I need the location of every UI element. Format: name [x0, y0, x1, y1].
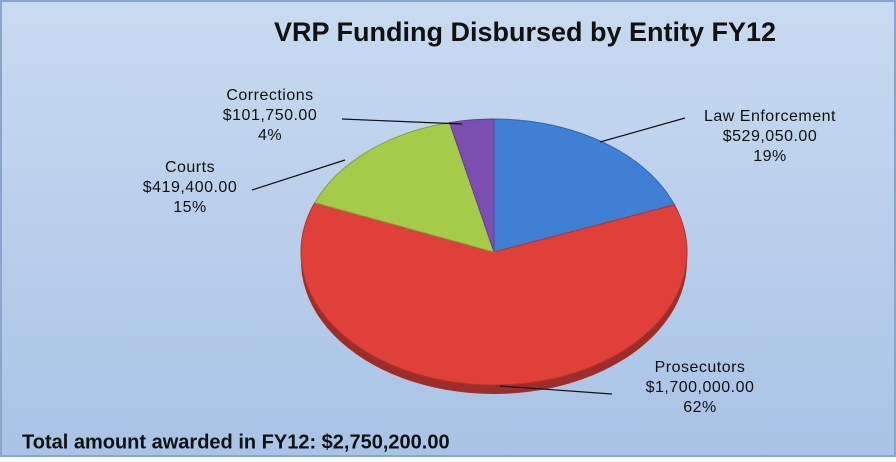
slice — [300, 202, 688, 386]
leader-line — [251, 159, 346, 191]
slice-percent: 62% — [683, 399, 717, 416]
slice-percent: 19% — [753, 148, 787, 165]
slice — [448, 118, 495, 253]
leader-line — [599, 117, 686, 143]
slice-label: Prosecutors — [655, 359, 746, 376]
chart-title: VRP Funding Disbursed by Entity FY12 — [274, 17, 776, 47]
slice-value: $101,750.00 — [223, 107, 317, 124]
slice-label: Law Enforcement — [704, 108, 836, 125]
slice-percent: 4% — [258, 127, 282, 144]
slice — [493, 118, 676, 253]
footer: Total amount awarded in FY12: $2,750,200… — [22, 431, 450, 453]
slice-percent: 15% — [173, 199, 207, 216]
slice-label: Corrections — [226, 87, 313, 104]
slice — [314, 122, 495, 253]
leader-line — [499, 385, 613, 395]
slice-value: $419,400.00 — [143, 179, 237, 196]
slice-value: $1,700,000.00 — [646, 379, 755, 396]
leader-line — [341, 118, 463, 125]
slice-value: $529,050.00 — [723, 128, 817, 145]
slice-label: Courts — [165, 159, 215, 176]
